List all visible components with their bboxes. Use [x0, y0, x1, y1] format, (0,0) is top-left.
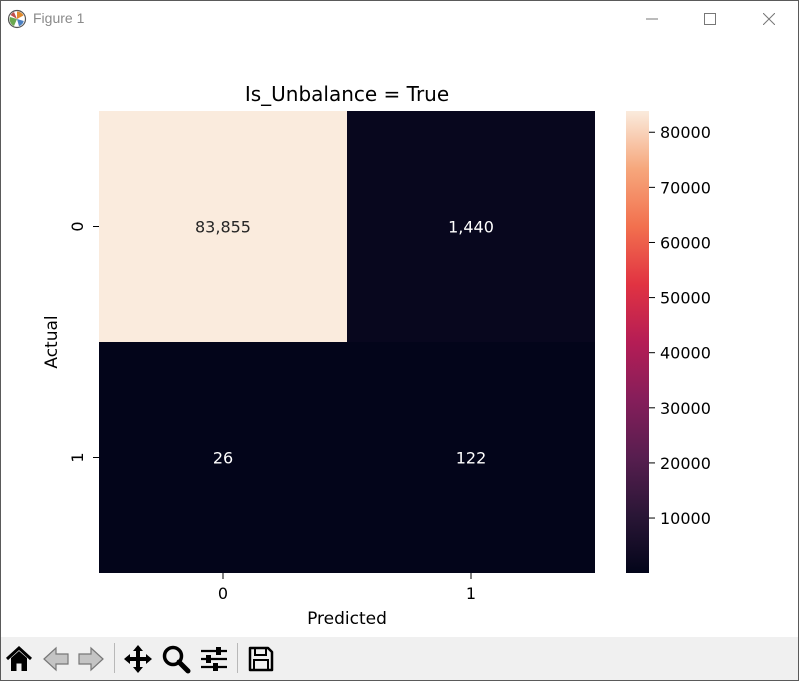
back-button[interactable]	[39, 642, 72, 675]
configure-subplots-icon	[200, 646, 227, 671]
y-tick-label: 1	[68, 452, 87, 462]
save-button[interactable]	[244, 642, 277, 675]
heatmap-cell	[347, 111, 595, 342]
heatmap-cells: 83,855 1,440 26 122	[99, 111, 595, 573]
heatmap-cell	[347, 342, 595, 573]
y-axis: 01	[68, 221, 99, 463]
chart-title: Is_Unbalance = True	[245, 82, 449, 106]
navigation-toolbar	[1, 637, 798, 680]
zoom-button[interactable]	[159, 642, 192, 675]
colorbar-tick-label: 40000	[660, 344, 711, 363]
y-tick-label: 0	[68, 221, 87, 231]
cell-annotation: 83,855	[195, 218, 251, 237]
save-icon	[248, 646, 273, 671]
colorbar-tick-label: 30000	[660, 399, 711, 418]
pan-button[interactable]	[121, 642, 154, 675]
cell-annotation: 26	[213, 449, 233, 468]
close-button[interactable]	[746, 1, 792, 38]
x-axis-label: Predicted	[307, 609, 387, 629]
minimize-button[interactable]	[629, 1, 675, 38]
matplotlib-app-icon	[7, 9, 27, 29]
colorbar-tick-label: 80000	[660, 123, 711, 142]
x-tick-label: 1	[466, 584, 476, 603]
window-title: Figure 1	[33, 10, 85, 26]
title-bar[interactable]: Figure 1	[1, 1, 798, 38]
colorbar	[626, 111, 649, 573]
back-arrow-icon	[42, 646, 69, 671]
pan-move-icon	[123, 644, 152, 673]
maximize-button[interactable]	[687, 1, 733, 38]
toolbar-separator	[114, 643, 115, 673]
forward-arrow-icon	[77, 646, 104, 671]
x-tick-label: 0	[218, 584, 228, 603]
home-button[interactable]	[2, 642, 35, 675]
configure-subplots-button[interactable]	[197, 642, 230, 675]
colorbar-tick-label: 70000	[660, 178, 711, 197]
minimize-icon	[646, 18, 658, 20]
cell-annotation: 1,440	[448, 218, 494, 237]
maximize-icon	[704, 13, 716, 25]
zoom-magnifier-icon	[162, 645, 190, 673]
heatmap-cell	[99, 342, 347, 573]
colorbar-axis: 10000 20000 30000 40000 50000 60000 70000 80000	[649, 123, 711, 528]
y-axis-label: Actual	[42, 315, 62, 368]
heatmap-cell	[99, 111, 347, 342]
cell-annotation: 122	[456, 449, 487, 468]
forward-button[interactable]	[74, 642, 107, 675]
colorbar-tick-label: 60000	[660, 233, 711, 252]
home-icon	[5, 645, 32, 671]
colorbar-tick-label: 50000	[660, 289, 711, 308]
colorbar-tick-label: 20000	[660, 454, 711, 473]
colorbar-tick-label: 10000	[660, 509, 711, 528]
close-icon	[763, 13, 775, 25]
toolbar-separator	[237, 643, 238, 673]
